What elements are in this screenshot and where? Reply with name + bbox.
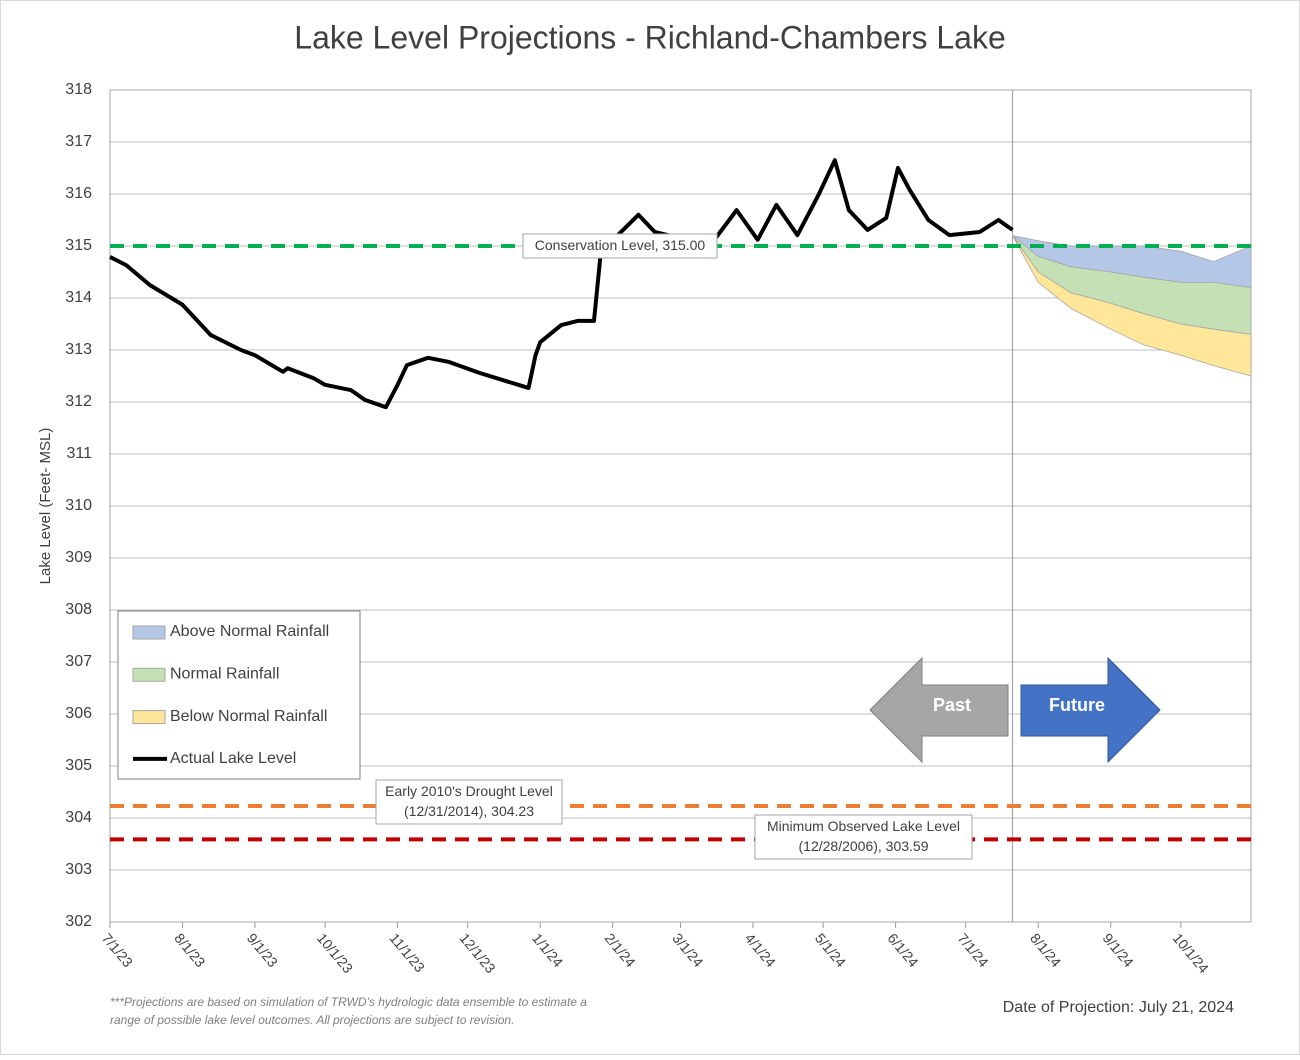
reference-label: Minimum Observed Lake Level (12/28/2006),… [767, 818, 960, 854]
y-tick-label: 306 [65, 705, 92, 722]
reference-label-box [375, 779, 563, 825]
y-tick-label: 308 [65, 601, 92, 618]
y-tick-label: 314 [65, 289, 92, 306]
y-tick-label: 311 [66, 445, 92, 462]
y-axis-label: Lake Level (Feet- MSL) [37, 428, 54, 585]
plot-border [109, 89, 1252, 923]
legend-label: Actual Lake Level [170, 750, 296, 767]
y-tick-label: 307 [65, 653, 92, 670]
y-tick-label: 316 [65, 185, 92, 202]
legend-label: Normal Rainfall [170, 666, 279, 683]
y-tick-label: 312 [65, 393, 92, 410]
legend-swatch [132, 667, 166, 682]
projection-date: Date of Projection: July 21, 2024 [1003, 999, 1234, 1016]
y-tick-label: 309 [65, 549, 92, 566]
reference-label: Early 2010's Drought Level (12/31/2014), … [385, 783, 553, 819]
y-tick-label: 302 [65, 913, 92, 930]
y-tick-label: 318 [65, 81, 92, 98]
legend-label: Below Normal Rainfall [170, 708, 327, 725]
annotations: Conservation Level, 315.00 Early 2010's D… [110, 233, 1234, 1027]
past-label: Past [933, 695, 971, 715]
future-arrow [1020, 656, 1161, 764]
legend-label: Above Normal Rainfall [170, 623, 329, 640]
y-tick-label: 315 [65, 237, 92, 254]
y-tick-label: 317 [65, 133, 92, 150]
y-tick-label: 303 [65, 861, 92, 878]
reference-label: Conservation Level, 315.00 [535, 237, 706, 253]
y-tick-label: 304 [65, 809, 92, 826]
reference-label-box [522, 233, 718, 259]
legend-swatch [132, 710, 166, 725]
actual-line [109, 158, 1014, 410]
y-tick-label: 305 [65, 757, 92, 774]
projection-band [1012, 235, 1252, 377]
y-tick-label: 310 [65, 497, 92, 514]
past-arrow [869, 656, 1009, 764]
y-tick-label: 313 [65, 341, 92, 358]
chart-title: Lake Level Projections - Richland-Chambe… [294, 19, 1005, 55]
plot-area [109, 90, 1252, 922]
reference-label-box [754, 814, 973, 860]
future-label: Future [1049, 695, 1105, 715]
footnote: ***Projections are based on simulation o… [110, 995, 587, 1027]
legend-swatch [132, 625, 166, 640]
